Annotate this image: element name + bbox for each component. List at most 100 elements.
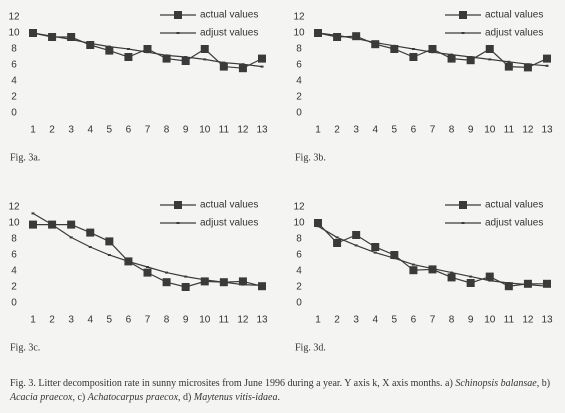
point: [316, 225, 320, 228]
point: [466, 279, 475, 287]
y-tick-label: 2: [11, 282, 17, 293]
x-tick-label: 12: [237, 125, 249, 136]
x-tick-label: 1: [315, 125, 321, 136]
point: [428, 45, 437, 53]
caption-text: , b): [536, 378, 551, 389]
point: [31, 32, 35, 34]
point: [88, 42, 92, 45]
y-tick-label: 6: [11, 60, 17, 71]
y-tick-label: 8: [11, 44, 17, 55]
x-tick-label: 8: [164, 315, 170, 326]
point: [507, 60, 511, 63]
point: [260, 284, 264, 287]
x-tick-label: 8: [164, 125, 170, 136]
figure-label: Fig. 3b.: [295, 152, 326, 163]
x-tick-label: 1: [30, 125, 36, 136]
x-tick-label: 7: [430, 125, 436, 136]
point: [488, 58, 492, 61]
x-tick-label: 2: [334, 315, 340, 326]
point: [469, 56, 473, 58]
x-tick-label: 2: [334, 125, 340, 136]
y-tick-label: 6: [296, 60, 302, 71]
x-tick-label: 8: [449, 315, 455, 326]
point: [67, 33, 76, 41]
point: [200, 45, 209, 53]
x-tick-label: 5: [107, 315, 113, 326]
point: [447, 273, 456, 282]
x-tick-label: 9: [183, 125, 189, 136]
point: [333, 33, 342, 41]
y-tick-label: 10: [8, 218, 20, 229]
point: [431, 267, 434, 270]
caption: Fig. 3. Litter decomposition rate in sun…: [10, 377, 555, 405]
x-tick-label: 9: [468, 125, 474, 136]
point: [485, 45, 494, 53]
caption-text: Achatocarpus praecox: [87, 392, 179, 403]
x-tick-label: 13: [541, 315, 553, 326]
x-tick-label: 7: [145, 125, 151, 136]
y-tick-label: 2: [296, 282, 302, 293]
point: [373, 251, 377, 254]
legend-label: adjust values: [200, 218, 258, 229]
x-tick-label: 11: [504, 125, 515, 136]
y-tick-label: 0: [11, 298, 17, 309]
y-tick-label: 6: [11, 250, 17, 261]
point: [354, 244, 358, 247]
y-tick-label: 0: [296, 298, 302, 309]
legend-label: actual values: [200, 200, 258, 211]
figure-label: Fig. 3c.: [10, 342, 40, 353]
x-tick-label: 6: [126, 315, 132, 326]
point: [143, 45, 152, 53]
x-tick-label: 13: [256, 315, 268, 326]
x-tick-label: 6: [411, 125, 417, 136]
caption-text: Schinopsis balansae: [455, 378, 537, 389]
series-line: [33, 224, 263, 288]
point: [184, 275, 188, 278]
point: [258, 54, 266, 63]
y-tick-label: 12: [8, 202, 20, 213]
point: [107, 45, 111, 48]
point: [124, 53, 133, 61]
x-tick-label: 10: [199, 125, 211, 136]
x-tick-label: 4: [87, 315, 93, 326]
y-tick-label: 10: [293, 28, 305, 39]
legend-marker: [461, 222, 465, 224]
legend-marker: [459, 201, 467, 209]
x-tick-label: 4: [372, 315, 378, 326]
x-tick-label: 13: [541, 125, 553, 136]
legend-label: adjust values: [485, 218, 543, 229]
point: [466, 56, 475, 65]
point: [222, 281, 226, 284]
x-tick-label: 11: [219, 125, 230, 136]
y-tick-label: 12: [293, 12, 305, 23]
point: [523, 63, 532, 72]
point: [165, 271, 169, 274]
y-tick-label: 4: [11, 76, 17, 87]
point: [105, 46, 114, 55]
point: [352, 231, 361, 239]
point: [86, 228, 95, 237]
point: [314, 219, 322, 227]
point: [392, 44, 396, 47]
point: [238, 277, 247, 286]
point: [316, 32, 320, 34]
point: [241, 63, 245, 66]
point: [373, 41, 377, 44]
point: [67, 220, 76, 229]
x-tick-label: 6: [411, 315, 417, 326]
legend-marker: [459, 11, 467, 19]
point: [447, 54, 456, 63]
point: [200, 277, 209, 286]
point: [390, 45, 399, 53]
point: [31, 212, 35, 215]
point: [126, 260, 130, 263]
x-tick-label: 5: [392, 125, 398, 136]
x-tick-label: 6: [126, 125, 132, 136]
point: [485, 272, 494, 281]
point: [392, 257, 396, 260]
figure-label: Fig. 3d.: [295, 342, 326, 353]
point: [260, 65, 264, 68]
caption-text: Fig. 3. Litter decomposition rate in sun…: [10, 378, 456, 389]
